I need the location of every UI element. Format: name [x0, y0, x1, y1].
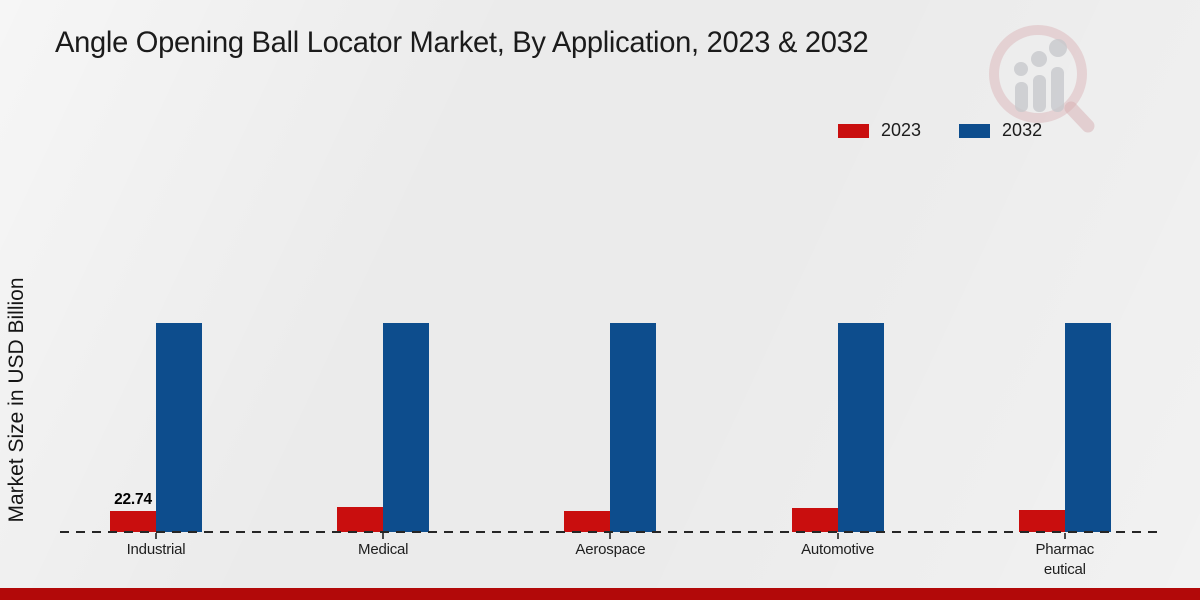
- footer-band: [0, 588, 1200, 600]
- legend-swatch-2023: [838, 123, 869, 138]
- bar-2032-medical: [383, 323, 430, 532]
- x-axis-tick: [382, 533, 385, 539]
- x-axis-baseline: [60, 531, 1160, 533]
- chart-title: Angle Opening Ball Locator Market, By Ap…: [55, 26, 869, 59]
- category-label-pharmaceutical: Pharmac eutical: [1035, 541, 1095, 578]
- x-axis-tick: [155, 533, 157, 539]
- category-label-aerospace: Aerospace: [575, 541, 646, 558]
- magnifier-bar-chart-watermark-icon: [989, 25, 1095, 133]
- x-axis-tick: [836, 533, 839, 539]
- bar-2023-industrial: [110, 511, 156, 532]
- bar-2032-industrial: [156, 323, 202, 532]
- category-label-industrial: Industrial: [126, 541, 186, 558]
- legend-item-2023: 2023: [838, 120, 921, 141]
- category-label-medical: Medical: [358, 541, 409, 558]
- legend-swatch-2032: [959, 123, 991, 138]
- legend: 2023 2032: [838, 120, 1042, 141]
- bar-2023-medical: [337, 507, 384, 532]
- bar-2023-aerospace: [564, 511, 611, 532]
- legend-label-2032: 2032: [1002, 120, 1043, 140]
- bar-2032-automotive: [837, 323, 884, 532]
- legend-item-2032: 2032: [959, 120, 1042, 141]
- x-axis-tick: [609, 533, 612, 539]
- legend-label-2023: 2023: [881, 120, 922, 140]
- category-label-automotive: Automotive: [801, 541, 875, 558]
- bar-2023-automotive: [791, 508, 838, 532]
- value-label-2023-industrial: 22.74: [114, 491, 152, 509]
- bar-2032-pharmaceutical: [1064, 323, 1111, 532]
- bar-2032-aerospace: [610, 323, 657, 532]
- bar-2023-pharmaceutical: [1018, 509, 1065, 532]
- x-axis-tick: [1063, 533, 1066, 539]
